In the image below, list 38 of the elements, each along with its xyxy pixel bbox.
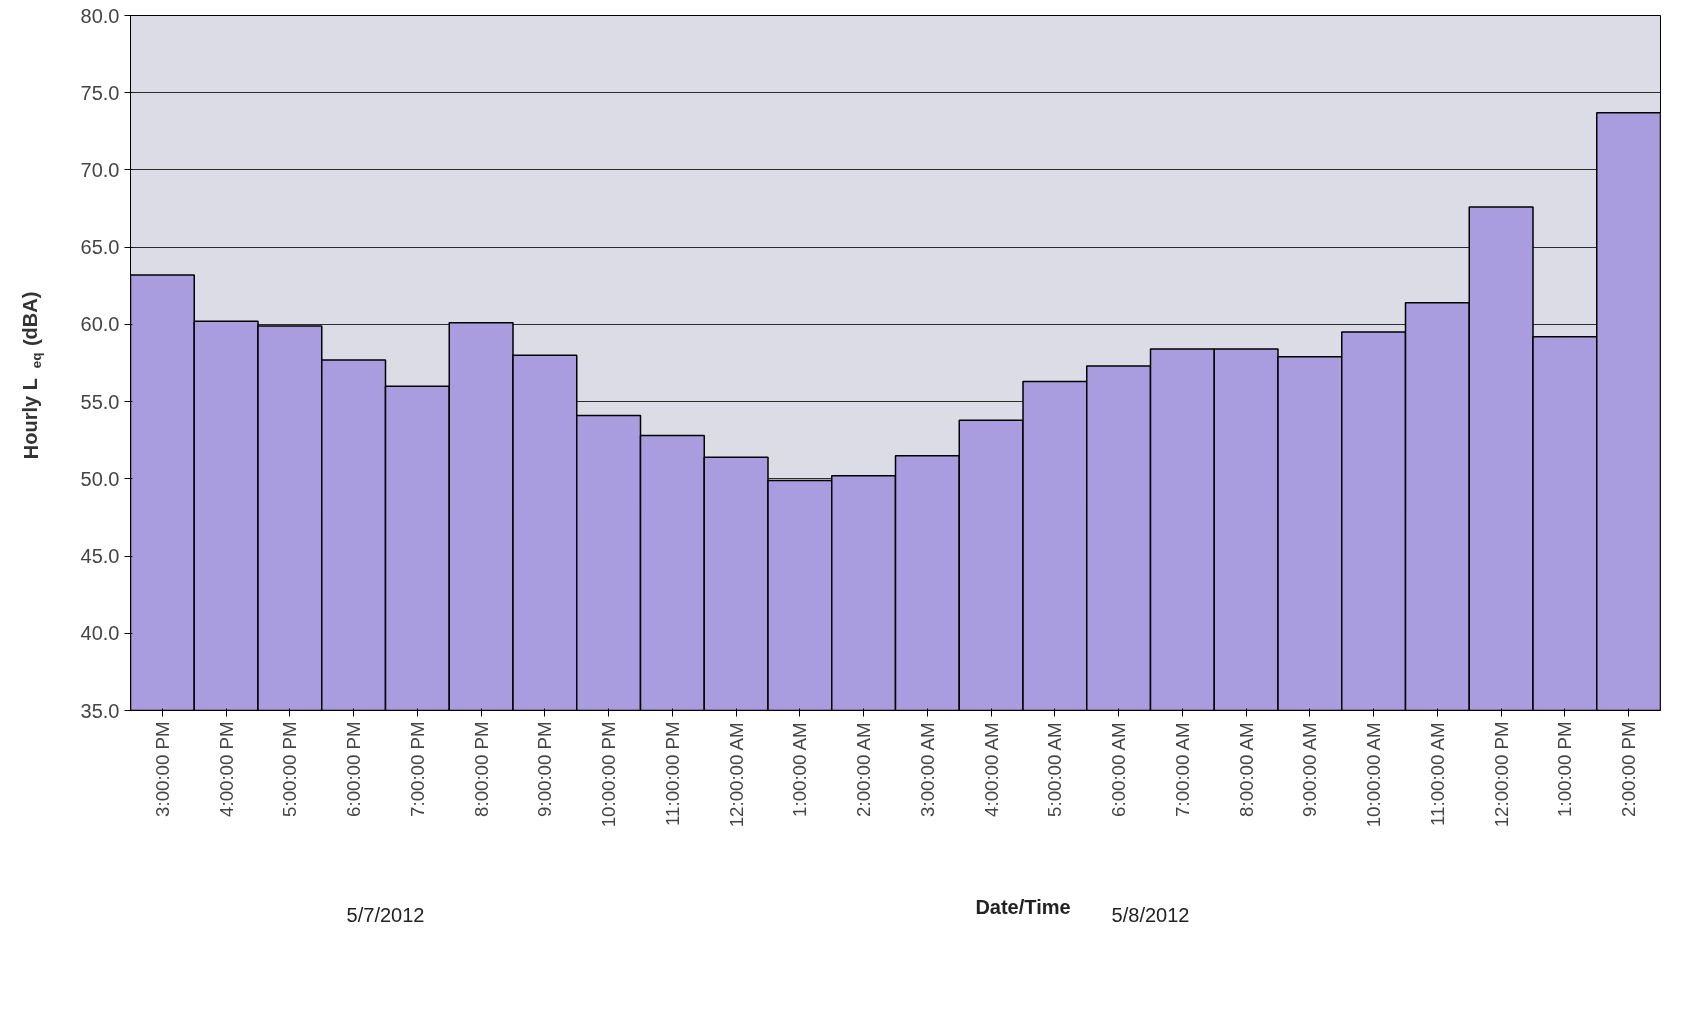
text: 5/7/2012 [346,903,425,926]
x-tick-label: 12:00:00 PM [1490,721,1512,828]
x-tick-label: 10:00:00 PM [598,721,620,828]
x-tick-label: 7:00:00 AM [1171,722,1193,817]
y-tick-label: 60.0 [80,313,120,336]
y-tick-label: 75.0 [80,81,120,104]
x-tick-label: 6:00:00 PM [343,721,365,817]
x-tick-label: 1:00:00 PM [1554,721,1576,817]
x-tick-label: 4:00:00 PM [215,721,237,817]
y-tick-label: 55.0 [80,390,120,413]
x-axis-title: Date/Time [975,895,1071,918]
text: 5/8/2012 [1111,903,1190,926]
x-tick-label: 8:00:00 PM [470,721,492,817]
x-tick-label: 3:00:00 PM [151,721,173,817]
x-tick-label: 12:00:00 AM [725,722,747,828]
x-tick-label: 8:00:00 AM [1235,722,1257,817]
x-tick-label: 4:00:00 AM [980,722,1002,817]
x-tick-label: 5:00:00 AM [1044,722,1066,817]
x-tick-label: 2:00:00 PM [1618,721,1640,817]
y-tick-label: 80.0 [80,4,120,27]
y-tick-label: 45.0 [80,545,120,568]
x-tick-label: 5:00:00 PM [279,721,301,817]
y-tick-label: 35.0 [80,699,120,722]
x-tick-label: 1:00:00 AM [789,722,811,817]
x-tick-label: 11:00:00 AM [1426,722,1448,826]
x-tick-label: 3:00:00 AM [916,722,938,817]
y-tick-label: 40.0 [80,622,120,645]
x-tick-label: 9:00:00 PM [534,721,556,817]
y-tick-label: 70.0 [80,158,120,181]
x-tick-label: 9:00:00 AM [1299,722,1321,817]
y-tick-label: 50.0 [80,467,120,490]
x-tick-label: 10:00:00 AM [1363,722,1385,828]
y-axis-title: Hourly Leq (dBA) [19,291,44,460]
x-tick-label: 2:00:00 AM [853,722,875,817]
x-tick-label: 7:00:00 PM [406,721,428,817]
x-tick-label: 6:00:00 AM [1108,722,1130,817]
y-tick-label: 65.0 [80,236,120,259]
x-tick-label: 11:00:00 PM [661,721,683,826]
